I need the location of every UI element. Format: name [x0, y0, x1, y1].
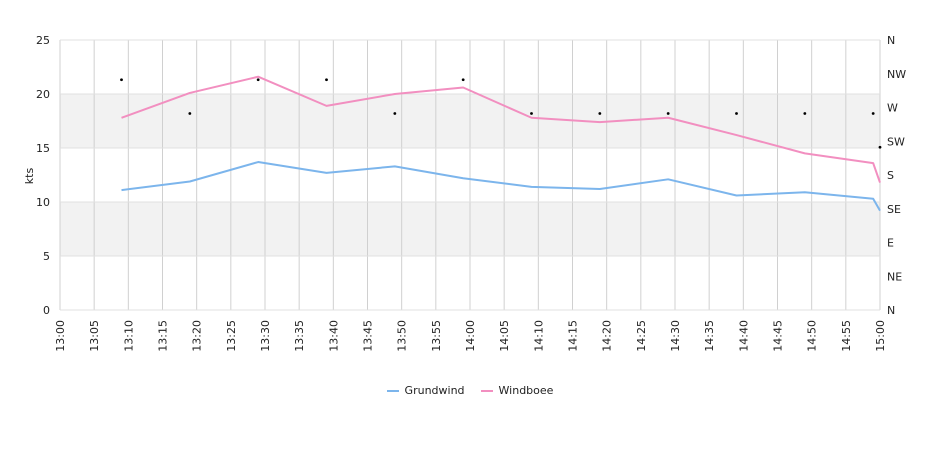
x-tick-label: 14:35: [703, 320, 716, 352]
x-axis-ticks: 13:00 13:05 13:10 13:15 13:20 13:25 13:30 13:35…: [54, 320, 887, 352]
y-axis-ticks: 0 5 10 15 20 25: [36, 34, 50, 317]
x-tick-label: 14:05: [498, 320, 511, 352]
y-tick-label: 20: [36, 88, 50, 101]
direction-point: [325, 78, 328, 82]
y-tick-label: 15: [36, 142, 50, 155]
x-tick-label: 14:45: [772, 320, 785, 352]
direction-tick-label: N: [887, 304, 895, 317]
legend-item-grundwind[interactable]: Grundwind: [386, 384, 465, 397]
direction-point: [530, 112, 533, 115]
direction-tick-label: W: [887, 102, 898, 115]
x-tick-label: 14:40: [737, 320, 750, 352]
x-tick-label: 15:00: [874, 320, 887, 352]
direction-tick-label: E: [887, 237, 894, 250]
x-tick-label: 14:15: [567, 320, 580, 352]
direction-tick-label: SE: [887, 203, 901, 216]
direction-tick-label: S: [887, 169, 894, 182]
x-tick-label: 13:45: [362, 320, 375, 352]
direction-point: [393, 112, 397, 115]
direction-tick-label: N: [887, 34, 895, 47]
x-tick-label: 14:00: [464, 320, 477, 352]
series-lines: [121, 75, 881, 212]
x-tick-label: 14:55: [840, 320, 853, 352]
x-tick-label: 13:35: [293, 320, 306, 352]
x-tick-label: 13:40: [327, 320, 340, 352]
x-tick-label: 14:25: [635, 320, 648, 352]
x-tick-label: 13:15: [157, 320, 170, 352]
legend-swatch-grundwind: [386, 389, 399, 392]
direction-axis-ticks: N NE E SE S SW W NW N: [887, 34, 906, 317]
direction-point: [598, 112, 602, 115]
y-tick-label: 0: [43, 304, 50, 317]
x-tick-label: 13:20: [191, 320, 204, 352]
x-tick-label: 14:50: [806, 320, 819, 352]
legend: Grundwind Windboee: [0, 384, 940, 397]
direction-point: [256, 78, 260, 82]
x-tick-label: 13:25: [225, 320, 238, 352]
x-tick-label: 13:00: [54, 320, 67, 352]
direction-point: [666, 112, 670, 115]
direction-markers: [120, 78, 882, 149]
y-tick-label: 25: [36, 34, 50, 47]
direction-point: [803, 112, 807, 115]
direction-tick-label: NW: [887, 68, 906, 81]
direction-point: [188, 112, 192, 115]
x-tick-label: 13:50: [396, 320, 409, 352]
legend-label-windboee: Windboee: [498, 384, 554, 397]
x-tick-label: 13:55: [430, 320, 443, 352]
direction-point: [878, 145, 882, 149]
legend-item-windboee[interactable]: Windboee: [480, 384, 554, 397]
legend-label-grundwind: Grundwind: [404, 384, 465, 397]
x-tick-label: 14:30: [669, 320, 682, 352]
direction-point: [735, 112, 738, 115]
gridlines: [59, 39, 881, 311]
y-tick-label: 5: [43, 250, 50, 263]
direction-point: [120, 78, 123, 82]
x-tick-label: 14:10: [532, 320, 545, 352]
y-axis-label: kts: [23, 168, 36, 185]
x-tick-label: 13:30: [259, 320, 272, 352]
x-tick-label: 13:10: [122, 320, 135, 352]
direction-point: [461, 78, 465, 82]
x-tick-label: 14:20: [601, 320, 614, 352]
direction-point: [871, 112, 875, 115]
y-tick-label: 10: [36, 196, 50, 209]
legend-swatch-windboee: [480, 389, 493, 392]
series-line-grundwind: [121, 161, 881, 212]
direction-tick-label: SW: [887, 135, 905, 148]
series-line-windboee: [121, 75, 881, 183]
x-tick-label: 13:05: [88, 320, 101, 352]
direction-tick-label: NE: [887, 270, 902, 283]
